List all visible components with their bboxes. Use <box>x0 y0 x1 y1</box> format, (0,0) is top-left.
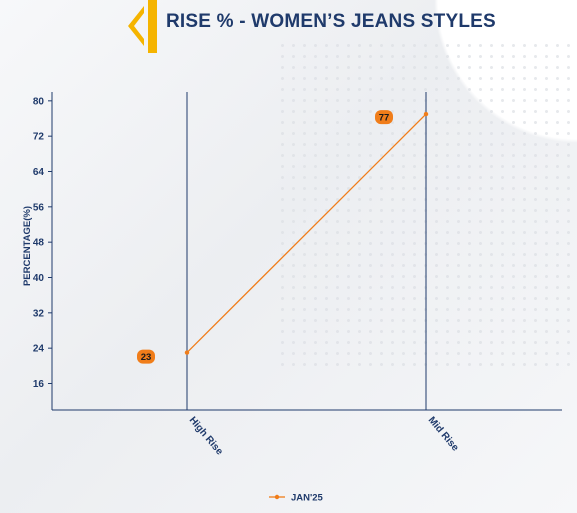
page-title: RISE % - WOMEN’S JEANS STYLES <box>166 11 496 32</box>
data-label-badge <box>137 349 155 364</box>
y-tick-label: 24 <box>33 344 45 355</box>
data-label: 23 <box>141 352 152 363</box>
data-point[interactable] <box>184 350 190 355</box>
data-label-badge <box>375 110 393 125</box>
x-axis: High Rise Mid Rise <box>52 92 562 458</box>
y-tick-label: 72 <box>33 132 45 143</box>
data-point[interactable] <box>423 111 429 117</box>
y-tick-label: 16 <box>33 379 45 390</box>
series-layer: 23 77 <box>137 110 429 364</box>
y-axis: 16 24 32 40 48 56 64 72 80 <box>33 92 53 410</box>
x-tick-label: Mid Rise <box>426 415 461 454</box>
y-tick-label: 32 <box>33 308 45 319</box>
x-tick-label: High Rise <box>187 415 225 458</box>
y-tick-label: 48 <box>33 238 45 249</box>
background-dot-pattern <box>277 40 577 370</box>
legend[interactable]: JAN'25 <box>269 493 324 504</box>
legend-swatch-marker <box>274 494 280 500</box>
y-axis-title: PERCENTAGE(%) <box>22 206 33 286</box>
header: RISE % - WOMEN’S JEANS STYLES <box>124 0 544 56</box>
legend-label: JAN'25 <box>291 493 324 504</box>
y-tick-label: 56 <box>33 202 45 213</box>
data-label: 77 <box>379 112 390 123</box>
y-tick-label: 80 <box>33 96 45 107</box>
accent-chevron-cutout <box>134 13 144 39</box>
series-line <box>186 113 427 354</box>
y-tick-label: 40 <box>33 273 45 284</box>
y-tick-label: 64 <box>33 167 45 178</box>
accent-bar <box>148 0 157 53</box>
